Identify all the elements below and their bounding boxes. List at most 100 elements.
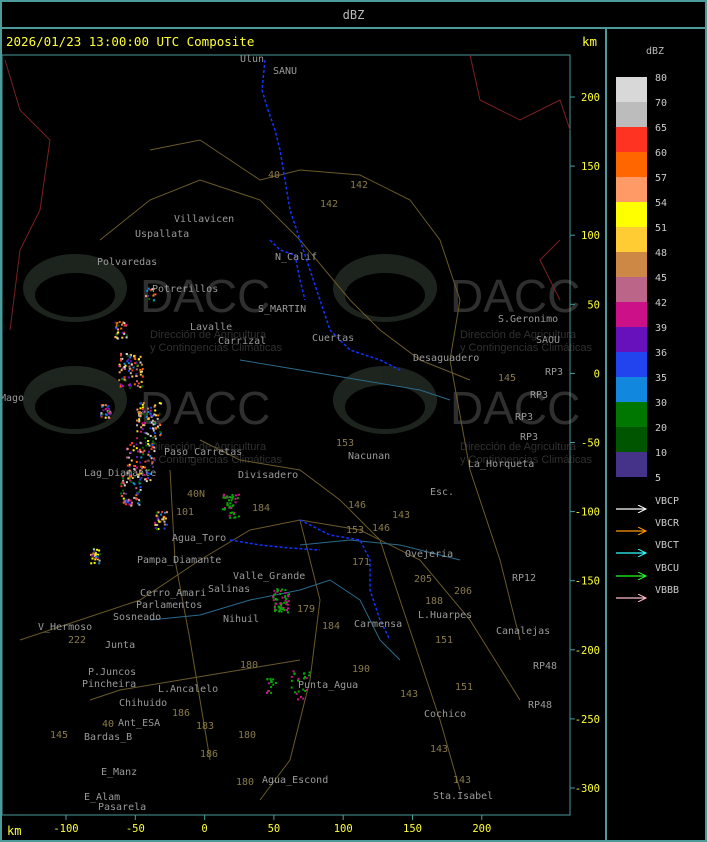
echo-pixel: [162, 518, 165, 521]
echo-pixel: [284, 599, 287, 602]
place-label: RP12: [512, 573, 536, 584]
echo-pixel: [305, 688, 308, 691]
road-number: 171: [352, 557, 370, 568]
echo-pixel: [304, 675, 306, 678]
echo-pixel: [127, 499, 130, 502]
echo-pixel: [141, 368, 144, 370]
echo-pixel: [122, 497, 125, 500]
radar-label: VBCP: [655, 496, 680, 507]
x-tick-label: 0: [201, 823, 207, 835]
echo-pixel: [272, 683, 275, 686]
echo-pixel: [229, 502, 232, 505]
echo-pixel: [125, 492, 127, 495]
echo-pixel: [274, 598, 277, 601]
echo-pixel: [304, 690, 307, 692]
echo-pixel: [130, 384, 132, 387]
echo-pixel: [122, 476, 125, 479]
radar-arrow-icon: [616, 542, 648, 558]
road-number: 101: [176, 507, 194, 518]
echo-pixel: [231, 493, 234, 496]
echo-pixel: [158, 520, 161, 523]
echo-pixel: [136, 456, 138, 458]
echo-pixel: [137, 502, 140, 505]
place-label: Ovejeria: [405, 549, 453, 560]
place-label: SANU: [273, 66, 297, 77]
echo-pixel: [144, 441, 147, 444]
place-label: Sosneado: [113, 612, 161, 623]
echo-pixel: [276, 588, 279, 590]
echo-pixel: [126, 464, 129, 467]
echo-pixel: [130, 481, 133, 483]
header-title: dBZ: [342, 8, 365, 22]
place-label: Cuertas: [312, 333, 354, 344]
place-label: N_Calif: [275, 252, 317, 263]
echo-pixel: [302, 697, 305, 700]
echo-pixel: [266, 690, 269, 693]
echo-pixel: [127, 456, 130, 459]
echo-pixel: [118, 371, 121, 374]
legend-title: dBZ: [646, 46, 665, 57]
echo-pixel: [100, 415, 103, 418]
echo-pixel: [129, 360, 132, 363]
echo-pixel: [114, 336, 117, 338]
echo-pixel: [116, 322, 119, 324]
y-tick-label: -150: [575, 576, 600, 588]
road-number: 206: [454, 586, 472, 597]
echo-pixel: [123, 500, 126, 503]
echo-pixel: [308, 671, 311, 674]
echo-pixel: [283, 601, 286, 604]
echo-pixel: [285, 597, 288, 600]
echo-pixel: [152, 423, 155, 426]
echo-pixel: [104, 416, 107, 419]
echo-pixel: [163, 527, 166, 530]
road-number: 184: [322, 621, 340, 632]
echo-pixel: [149, 427, 152, 430]
legend-level-label: 65: [655, 123, 668, 134]
echo-pixel: [94, 553, 97, 556]
echo-pixel: [139, 450, 142, 453]
echo-pixel: [138, 482, 141, 485]
echo-pixel: [150, 457, 153, 460]
echo-pixel: [153, 299, 155, 302]
echo-pixel: [279, 602, 282, 605]
echo-pixel: [152, 414, 155, 417]
echo-pixel: [163, 523, 166, 526]
road-number: 146: [372, 523, 390, 534]
echo-pixel: [94, 551, 97, 554]
echo-pixel: [139, 407, 142, 410]
echo-pixel: [130, 363, 133, 366]
echo-pixel: [120, 357, 122, 360]
road-number: 40N: [187, 489, 205, 500]
echo-pixel: [116, 337, 119, 340]
echo-pixel: [152, 422, 155, 425]
echo-pixel: [284, 596, 287, 599]
echo-pixel: [126, 447, 129, 450]
echo-pixel: [120, 369, 123, 372]
echo-pixel: [128, 503, 131, 506]
echo-pixel: [152, 427, 154, 430]
echo-pixel: [140, 472, 143, 475]
echo-pixel: [156, 511, 158, 514]
watermark-text: DACC: [140, 270, 270, 322]
echo-pixel: [145, 413, 148, 416]
echo-pixel: [128, 367, 131, 370]
echo-pixel: [140, 456, 143, 459]
echo-pixel: [137, 475, 139, 478]
echo-pixel: [287, 600, 290, 603]
echo-pixel: [152, 287, 155, 290]
echo-pixel: [147, 420, 149, 423]
echo-pixel: [149, 472, 152, 475]
echo-pixel: [281, 596, 284, 599]
echo-pixel: [127, 501, 129, 504]
echo-pixel: [152, 457, 155, 460]
echo-pixel: [139, 355, 142, 358]
map-line: [259, 519, 321, 801]
echo-pixel: [135, 466, 138, 469]
echo-pixel: [270, 691, 272, 694]
echo-pixel: [290, 686, 293, 689]
legend-swatch: [616, 402, 647, 427]
echo-pixel: [94, 558, 97, 561]
echo-pixel: [115, 322, 117, 325]
echo-pixel: [137, 358, 140, 361]
